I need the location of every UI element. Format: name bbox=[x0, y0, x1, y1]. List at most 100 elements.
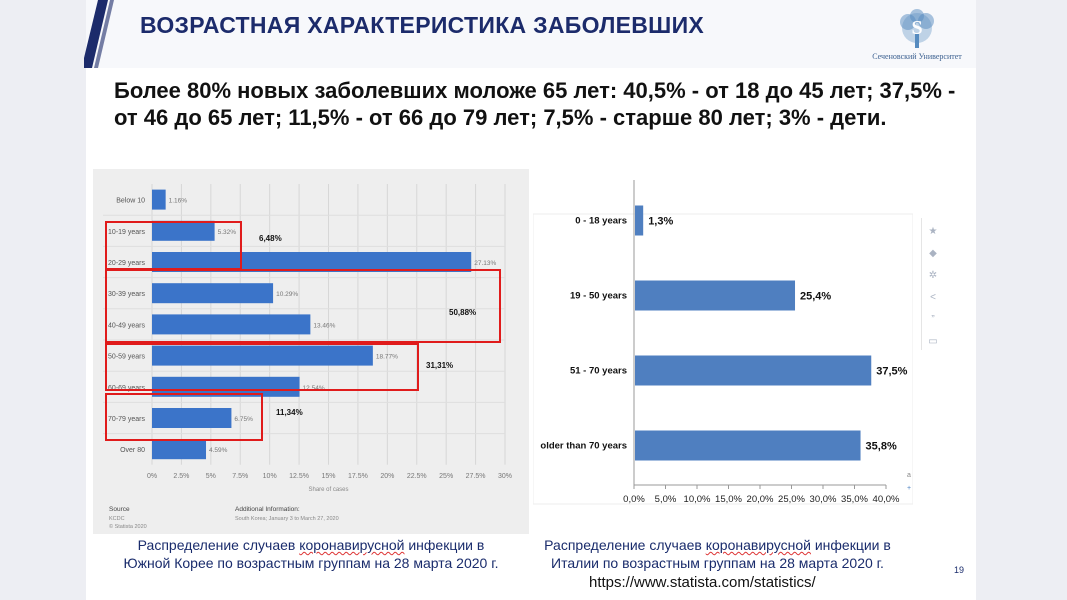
x-tick-label: 22.5% bbox=[407, 473, 427, 480]
group-highlight-box bbox=[105, 393, 263, 441]
bar bbox=[152, 376, 300, 397]
partial-text: a 2020 bbox=[907, 472, 913, 479]
x-tick-label: 30,0% bbox=[810, 494, 837, 505]
x-tick-label: 17.5% bbox=[348, 473, 368, 480]
bar bbox=[635, 430, 861, 461]
data-label: 6.75% bbox=[234, 416, 253, 423]
caption-text: коронавирусной bbox=[705, 537, 811, 553]
bar bbox=[635, 355, 872, 386]
bar bbox=[152, 439, 207, 460]
x-tick-label: 2.5% bbox=[173, 473, 189, 480]
y-tick-label: 40-49 years bbox=[108, 322, 145, 329]
x-tick-label: 0% bbox=[147, 473, 157, 480]
bar bbox=[152, 408, 232, 428]
group-annotation-label: 31,31% bbox=[426, 361, 453, 370]
y-tick-label: 70-79 years bbox=[108, 416, 145, 423]
y-tick-label: 0 - 18 years bbox=[575, 216, 627, 227]
y-tick-label: Over 80 bbox=[120, 447, 145, 454]
bar bbox=[152, 252, 472, 272]
bar bbox=[152, 283, 274, 304]
data-label: 5.32% bbox=[218, 229, 237, 236]
footer-source-title: Source bbox=[109, 506, 130, 513]
y-tick-label: Below 10 bbox=[116, 198, 145, 205]
footer-info-text: South Korea; January 3 to March 27, 2020 bbox=[235, 516, 339, 522]
footer-source-name: KCDC bbox=[109, 516, 125, 522]
bar bbox=[152, 345, 373, 366]
x-tick-label: 20,0% bbox=[747, 494, 774, 505]
group-annotation-label: 6,48% bbox=[259, 234, 282, 243]
x-tick-label: 15,0% bbox=[715, 494, 742, 505]
bell-icon[interactable]: ◆ bbox=[929, 248, 937, 259]
caption-text: Италии по возрастным группам на 28 марта… bbox=[551, 555, 884, 571]
data-label: 10.29% bbox=[276, 291, 298, 298]
x-tick-label: 12.5% bbox=[289, 473, 309, 480]
x-tick-label: 7.5% bbox=[232, 473, 248, 480]
caption-text: коронавирусной bbox=[299, 537, 405, 553]
data-label: 18.77% bbox=[376, 354, 398, 361]
x-tick-label: 0,0% bbox=[623, 494, 645, 505]
group-annotation-label: 11,34% bbox=[276, 408, 303, 417]
data-label: 1,3% bbox=[648, 216, 673, 228]
bar bbox=[152, 220, 215, 241]
y-tick-label: 19 - 50 years bbox=[570, 291, 627, 302]
x-tick-label: 25% bbox=[439, 473, 453, 480]
x-tick-label: 27.5% bbox=[466, 473, 486, 480]
quote-icon[interactable]: ” bbox=[931, 314, 935, 325]
caption-south-korea: Распределение случаев коронавирусной инф… bbox=[96, 536, 526, 572]
caption-text: Распределение случаев bbox=[544, 537, 706, 553]
data-label: 13.46% bbox=[313, 322, 335, 329]
slide-title: ВОЗРАСТНАЯ ХАРАКТЕРИСТИКА ЗАБОЛЕВШИХ bbox=[140, 12, 705, 38]
footer-info-title: Additional Information: bbox=[235, 506, 300, 513]
share-icon[interactable]: < bbox=[930, 292, 936, 303]
chart-italy: 0,0% 5,0% 10,0% 15,0% 20,0% 25,0% 30,0% 35,0% 40… bbox=[533, 180, 913, 505]
x-tick-label: 35,0% bbox=[841, 494, 868, 505]
x-tick-label: 5% bbox=[206, 473, 216, 480]
university-logo: S bbox=[900, 9, 934, 48]
chart-toolbar: ★ ◆ ✲ < ” ▭ bbox=[921, 218, 945, 350]
gear-icon[interactable]: ✲ bbox=[928, 270, 938, 281]
x-tick-label: 5,0% bbox=[655, 494, 677, 505]
y-tick-label: 30-39 years bbox=[108, 291, 145, 298]
x-tick-label: 30% bbox=[498, 473, 512, 480]
header-band bbox=[0, 0, 1067, 68]
y-tick-label: 20-29 years bbox=[108, 260, 145, 267]
group-annotation-label: 50,88% bbox=[449, 308, 476, 317]
group-highlight-box bbox=[105, 269, 501, 343]
page-number: 19 bbox=[954, 565, 965, 575]
data-label: 12.54% bbox=[303, 385, 325, 392]
left-sidebar-band bbox=[0, 0, 86, 600]
logo-caption: Сеченовский Университет bbox=[872, 52, 962, 61]
caption-text: инфекции в bbox=[810, 537, 891, 553]
caption-text: Распределение случаев bbox=[137, 537, 300, 553]
bar bbox=[635, 280, 796, 311]
headline: Более 80% новых заболевших моложе 65 лет… bbox=[114, 78, 956, 130]
source-url[interactable]: https://www.statista.com/statistics/ bbox=[589, 574, 816, 591]
x-tick-label: 15% bbox=[321, 473, 335, 480]
y-tick-label: 51 - 70 years bbox=[570, 366, 627, 377]
print-icon[interactable]: ▭ bbox=[928, 336, 938, 347]
bar bbox=[152, 189, 166, 210]
caption-text: инфекции в bbox=[404, 537, 485, 553]
data-label: 4.59% bbox=[209, 447, 228, 454]
data-label: 25,4% bbox=[800, 291, 831, 303]
x-tick-label: 10,0% bbox=[684, 494, 711, 505]
y-tick-label: 50-59 years bbox=[108, 354, 145, 361]
bar bbox=[635, 205, 644, 236]
star-icon[interactable]: ★ bbox=[928, 226, 938, 237]
x-tick-label: 40,0% bbox=[873, 494, 900, 505]
data-label: 1.16% bbox=[169, 198, 188, 205]
x-axis-label: Share of cases bbox=[308, 487, 348, 493]
right-sidebar-band bbox=[976, 0, 1067, 600]
x-tick-label: 20% bbox=[380, 473, 394, 480]
caption-italy: Распределение случаев коронавирусной инф… bbox=[525, 536, 910, 572]
header-accent-stripe bbox=[84, 0, 114, 68]
y-tick-label: older than 70 years bbox=[540, 441, 627, 452]
footer-copyright: © Statista 2020 bbox=[109, 523, 147, 530]
partial-text: + source bbox=[907, 485, 913, 492]
group-highlight-box bbox=[105, 343, 419, 391]
y-tick-label: 60-69 years bbox=[108, 385, 145, 392]
data-label: 35,8% bbox=[866, 441, 897, 453]
bar bbox=[152, 314, 311, 335]
x-tick-label: 25,0% bbox=[778, 494, 805, 505]
